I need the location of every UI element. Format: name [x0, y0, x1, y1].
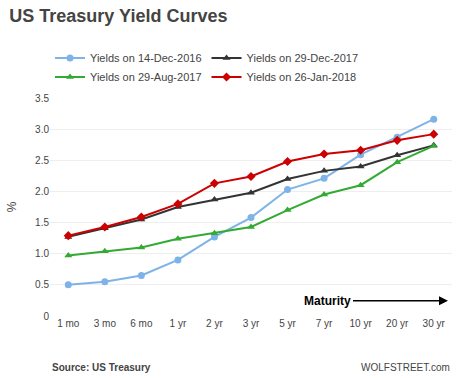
svg-text:WOLFSTREET.com: WOLFSTREET.com — [361, 362, 450, 373]
svg-text:1.5: 1.5 — [35, 217, 49, 228]
svg-text:%: % — [5, 201, 19, 212]
svg-text:2.5: 2.5 — [35, 155, 49, 166]
svg-text:0.5: 0.5 — [35, 279, 49, 290]
svg-text:30 yr: 30 yr — [423, 318, 446, 329]
svg-text:10 yr: 10 yr — [350, 318, 373, 329]
svg-text:5 yr: 5 yr — [279, 318, 296, 329]
svg-text:Yields on 29-Aug-2017: Yields on 29-Aug-2017 — [90, 71, 202, 83]
svg-text:7 yr: 7 yr — [316, 318, 333, 329]
svg-text:3.5: 3.5 — [35, 93, 49, 104]
svg-text:Source: US Treasury: Source: US Treasury — [52, 362, 151, 373]
svg-text:2.0: 2.0 — [35, 186, 49, 197]
svg-text:Maturity: Maturity — [304, 294, 351, 308]
svg-text:US Treasury Yield Curves: US Treasury Yield Curves — [9, 6, 227, 26]
svg-text:6 mo: 6 mo — [130, 318, 153, 329]
svg-text:1 mo: 1 mo — [57, 318, 80, 329]
svg-text:3 mo: 3 mo — [94, 318, 117, 329]
svg-text:3 yr: 3 yr — [243, 318, 260, 329]
svg-text:2 yr: 2 yr — [206, 318, 223, 329]
svg-text:3.0: 3.0 — [35, 124, 49, 135]
svg-text:Yields on 14-Dec-2016: Yields on 14-Dec-2016 — [90, 52, 202, 64]
svg-text:Yields on 26-Jan-2018: Yields on 26-Jan-2018 — [247, 71, 357, 83]
svg-text:0: 0 — [43, 311, 49, 322]
svg-text:Yields on 29-Dec-2017: Yields on 29-Dec-2017 — [247, 52, 359, 64]
svg-text:1 yr: 1 yr — [170, 318, 187, 329]
svg-text:20 yr: 20 yr — [386, 318, 409, 329]
svg-text:1.0: 1.0 — [35, 248, 49, 259]
